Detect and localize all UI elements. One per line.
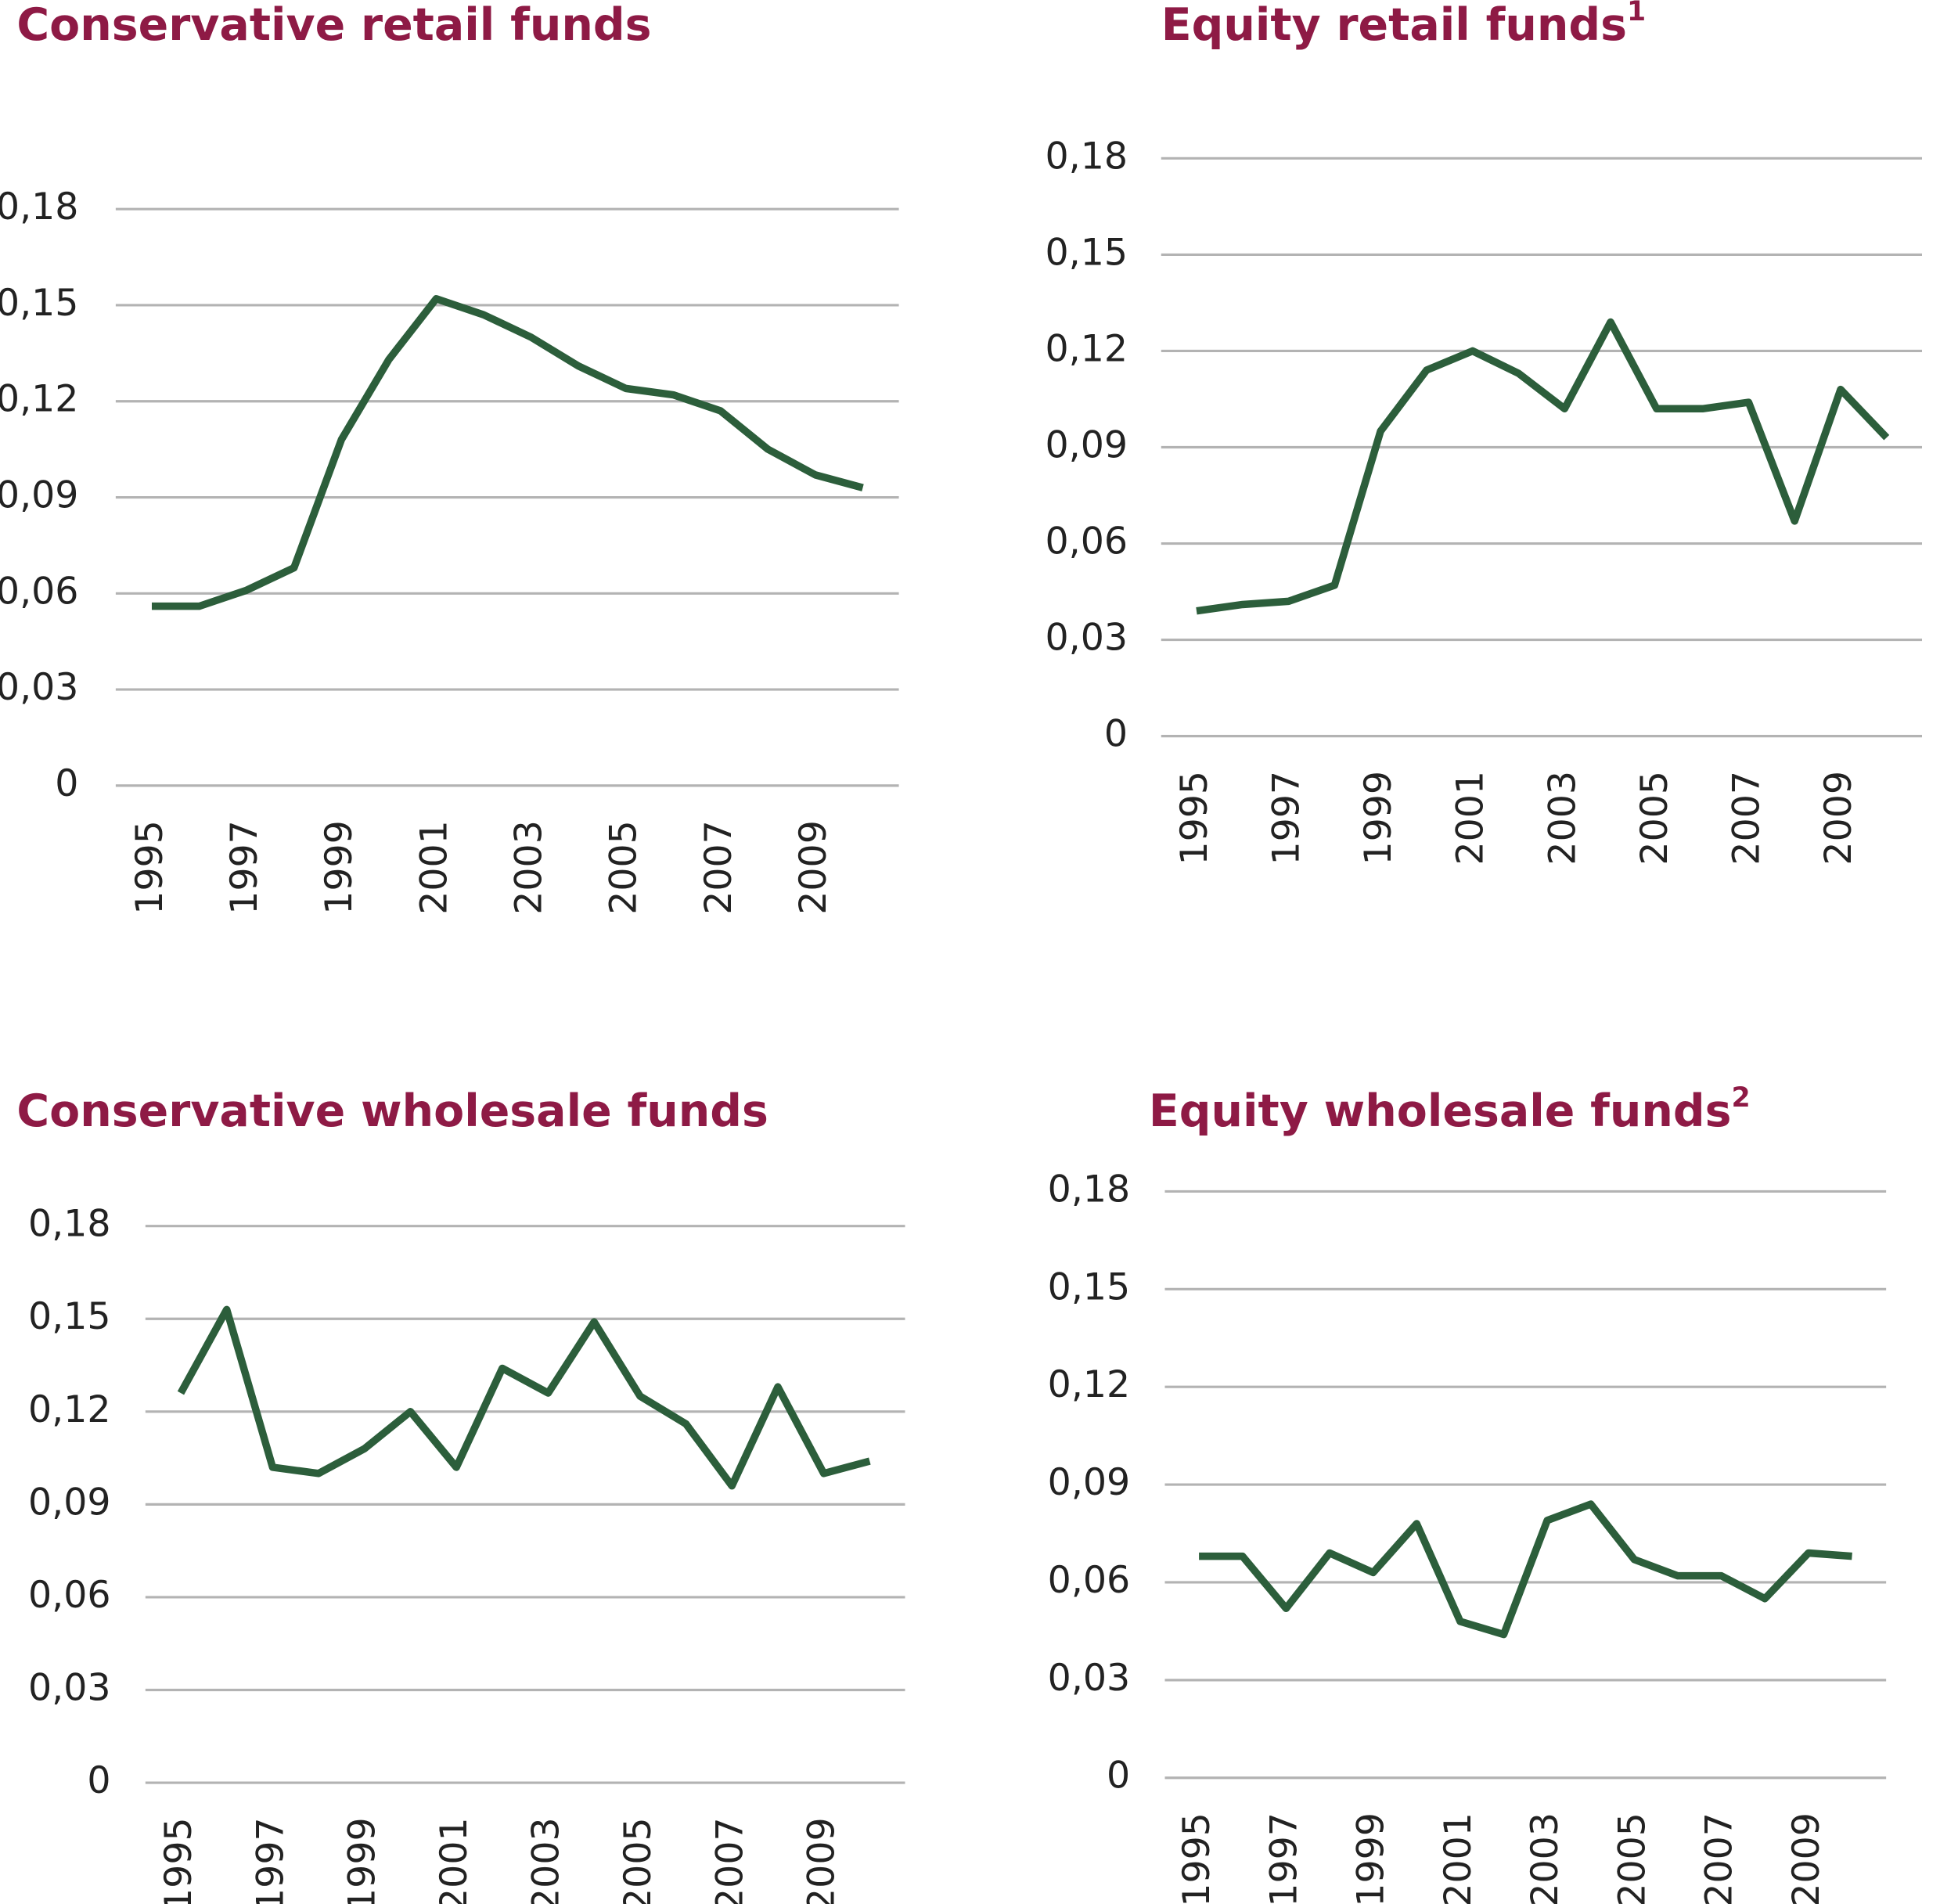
chart-title: Equity wholesale funds2	[1149, 1082, 1751, 1137]
title-text: Equity retail funds	[1161, 0, 1627, 50]
x-tick-label: 1999	[1350, 1812, 1393, 1904]
x-tick-label: 2003	[1541, 771, 1584, 866]
x-tick-label: 2001	[1449, 771, 1492, 866]
x-tick-label: 1997	[223, 820, 266, 915]
y-tick-label: 0	[1104, 713, 1128, 756]
y-tick-label: 0,03	[28, 1667, 111, 1710]
y-tick-label: 0	[87, 1759, 110, 1802]
y-tick-label: 0,18	[28, 1203, 111, 1246]
y-tick-label: 0,09	[28, 1481, 111, 1524]
title-note: 1	[1627, 0, 1646, 27]
x-tick-label: 2005	[1611, 1812, 1654, 1904]
x-tick-label: 1995	[1175, 1812, 1218, 1904]
x-tick-label: 1997	[249, 1817, 292, 1904]
y-tick-label: 0,03	[1046, 617, 1128, 660]
y-tick-label: 0,12	[1048, 1363, 1131, 1406]
y-tick-label: 0,09	[1046, 423, 1128, 466]
x-tick-label: 2009	[1817, 771, 1860, 866]
title-note: 2	[1732, 1082, 1751, 1114]
data-line	[177, 1305, 871, 1490]
x-tick-label: 2005	[1633, 771, 1676, 866]
x-tick-label: 1999	[318, 820, 361, 915]
y-tick-label: 0,12	[1046, 327, 1128, 370]
y-tick-label: 0,09	[0, 474, 78, 517]
title-text: Conservative retail funds	[16, 0, 651, 50]
y-tick-label: 0,15	[0, 282, 78, 325]
y-tick-label: 0,03	[0, 666, 78, 709]
x-tick-label: 2007	[1725, 771, 1768, 866]
x-tick-label: 2007	[697, 820, 740, 915]
y-tick-label: 0,12	[28, 1388, 111, 1431]
y-tick-label: 0,18	[1048, 1168, 1131, 1211]
data-line	[1199, 1500, 1852, 1639]
y-tick-label: 0,12	[0, 378, 78, 421]
y-tick-label: 0,15	[1046, 231, 1128, 274]
data-line	[151, 295, 864, 610]
y-tick-label: 0,15	[1048, 1265, 1131, 1308]
title-text: Conservative wholesale funds	[16, 1085, 768, 1136]
title-text: Equity wholesale funds	[1149, 1085, 1732, 1136]
y-tick-label: 0,15	[28, 1295, 111, 1338]
y-tick-label: 0,06	[0, 570, 78, 613]
chart-title: Conservative retail funds	[16, 0, 651, 50]
y-tick-label: 0	[1107, 1755, 1130, 1798]
x-tick-label: 2007	[708, 1817, 751, 1904]
y-tick-label: 0,03	[1048, 1657, 1131, 1700]
y-tick-label: 0,18	[0, 185, 78, 229]
x-tick-label: 2001	[412, 820, 455, 915]
x-tick-label: 1995	[1173, 771, 1216, 866]
x-tick-label: 2001	[433, 1817, 476, 1904]
y-tick-label: 0,06	[1046, 520, 1128, 563]
x-tick-label: 2007	[1698, 1812, 1741, 1904]
x-tick-label: 2001	[1437, 1812, 1480, 1904]
x-tick-label: 1995	[157, 1817, 200, 1904]
x-tick-label: 2003	[1524, 1812, 1567, 1904]
y-tick-label: 0,18	[1046, 135, 1128, 178]
x-tick-label: 1995	[128, 820, 171, 915]
x-tick-label: 1999	[1357, 771, 1400, 866]
y-tick-label: 0	[55, 762, 78, 805]
x-tick-label: 2003	[525, 1817, 568, 1904]
x-tick-label: 2009	[801, 1817, 844, 1904]
y-tick-label: 0,06	[1048, 1559, 1131, 1602]
x-tick-label: 2005	[617, 1817, 660, 1904]
chart-title: Conservative wholesale funds	[16, 1085, 768, 1136]
y-tick-label: 0,06	[28, 1574, 111, 1617]
x-tick-label: 1997	[1265, 771, 1308, 866]
x-tick-label: 2009	[792, 820, 835, 915]
data-line	[1196, 318, 1890, 615]
x-tick-label: 1997	[1262, 1812, 1305, 1904]
x-tick-label: 2005	[603, 820, 646, 915]
y-tick-label: 0,09	[1048, 1461, 1131, 1504]
x-tick-label: 2009	[1785, 1812, 1828, 1904]
x-tick-label: 1999	[341, 1817, 384, 1904]
chart-title: Equity retail funds1	[1161, 0, 1646, 50]
x-tick-label: 2003	[508, 820, 551, 915]
